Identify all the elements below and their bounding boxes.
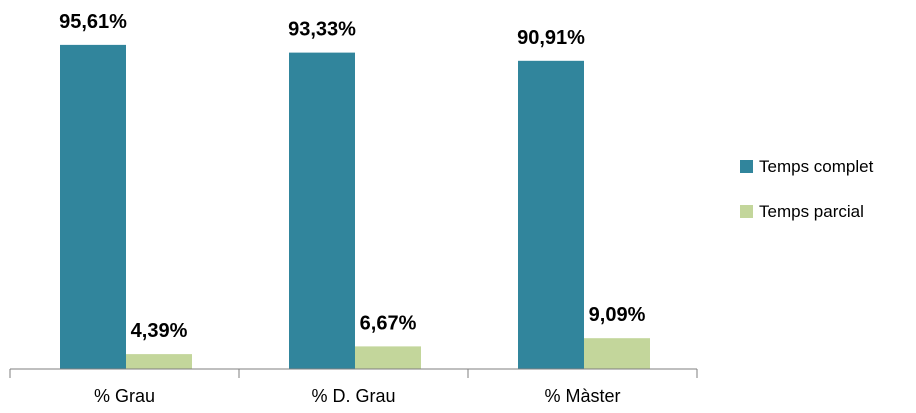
bar-temps-complet-2 — [289, 52, 355, 370]
bar-temps-parcial-2 — [355, 346, 421, 369]
legend-swatch-temps-complet — [740, 160, 753, 173]
data-label-temps-parcial-3: 9,09% — [589, 304, 646, 326]
data-labels-group: 95,61% 93,33% 90,91% 4,39% 6,67% 9,09% — [59, 11, 645, 342]
data-label-temps-parcial-1: 4,39% — [131, 320, 188, 342]
bars-group — [60, 44, 650, 370]
legend: Temps complet Temps parcial — [740, 157, 874, 221]
x-tick-label-3: % Màster — [544, 386, 620, 406]
legend-swatch-temps-parcial — [740, 205, 753, 218]
bar-temps-complet-3 — [518, 60, 584, 370]
data-label-temps-complet-1: 95,61% — [59, 11, 127, 33]
data-label-temps-complet-3: 90,91% — [517, 27, 585, 49]
data-label-temps-parcial-2: 6,67% — [360, 312, 417, 334]
bar-temps-complet-1 — [60, 44, 126, 369]
x-tick-label-1: % Grau — [94, 386, 155, 406]
bar-temps-parcial-3 — [584, 338, 650, 369]
legend-label-temps-parcial: Temps parcial — [759, 202, 864, 221]
bar-temps-parcial-1 — [126, 354, 192, 369]
x-tick-label-2: % D. Grau — [311, 386, 395, 406]
x-axis-labels: % Grau % D. Grau % Màster — [94, 386, 621, 406]
legend-label-temps-complet: Temps complet — [759, 157, 874, 176]
x-axis-ticks — [9, 369, 698, 378]
data-label-temps-complet-2: 93,33% — [288, 19, 356, 41]
